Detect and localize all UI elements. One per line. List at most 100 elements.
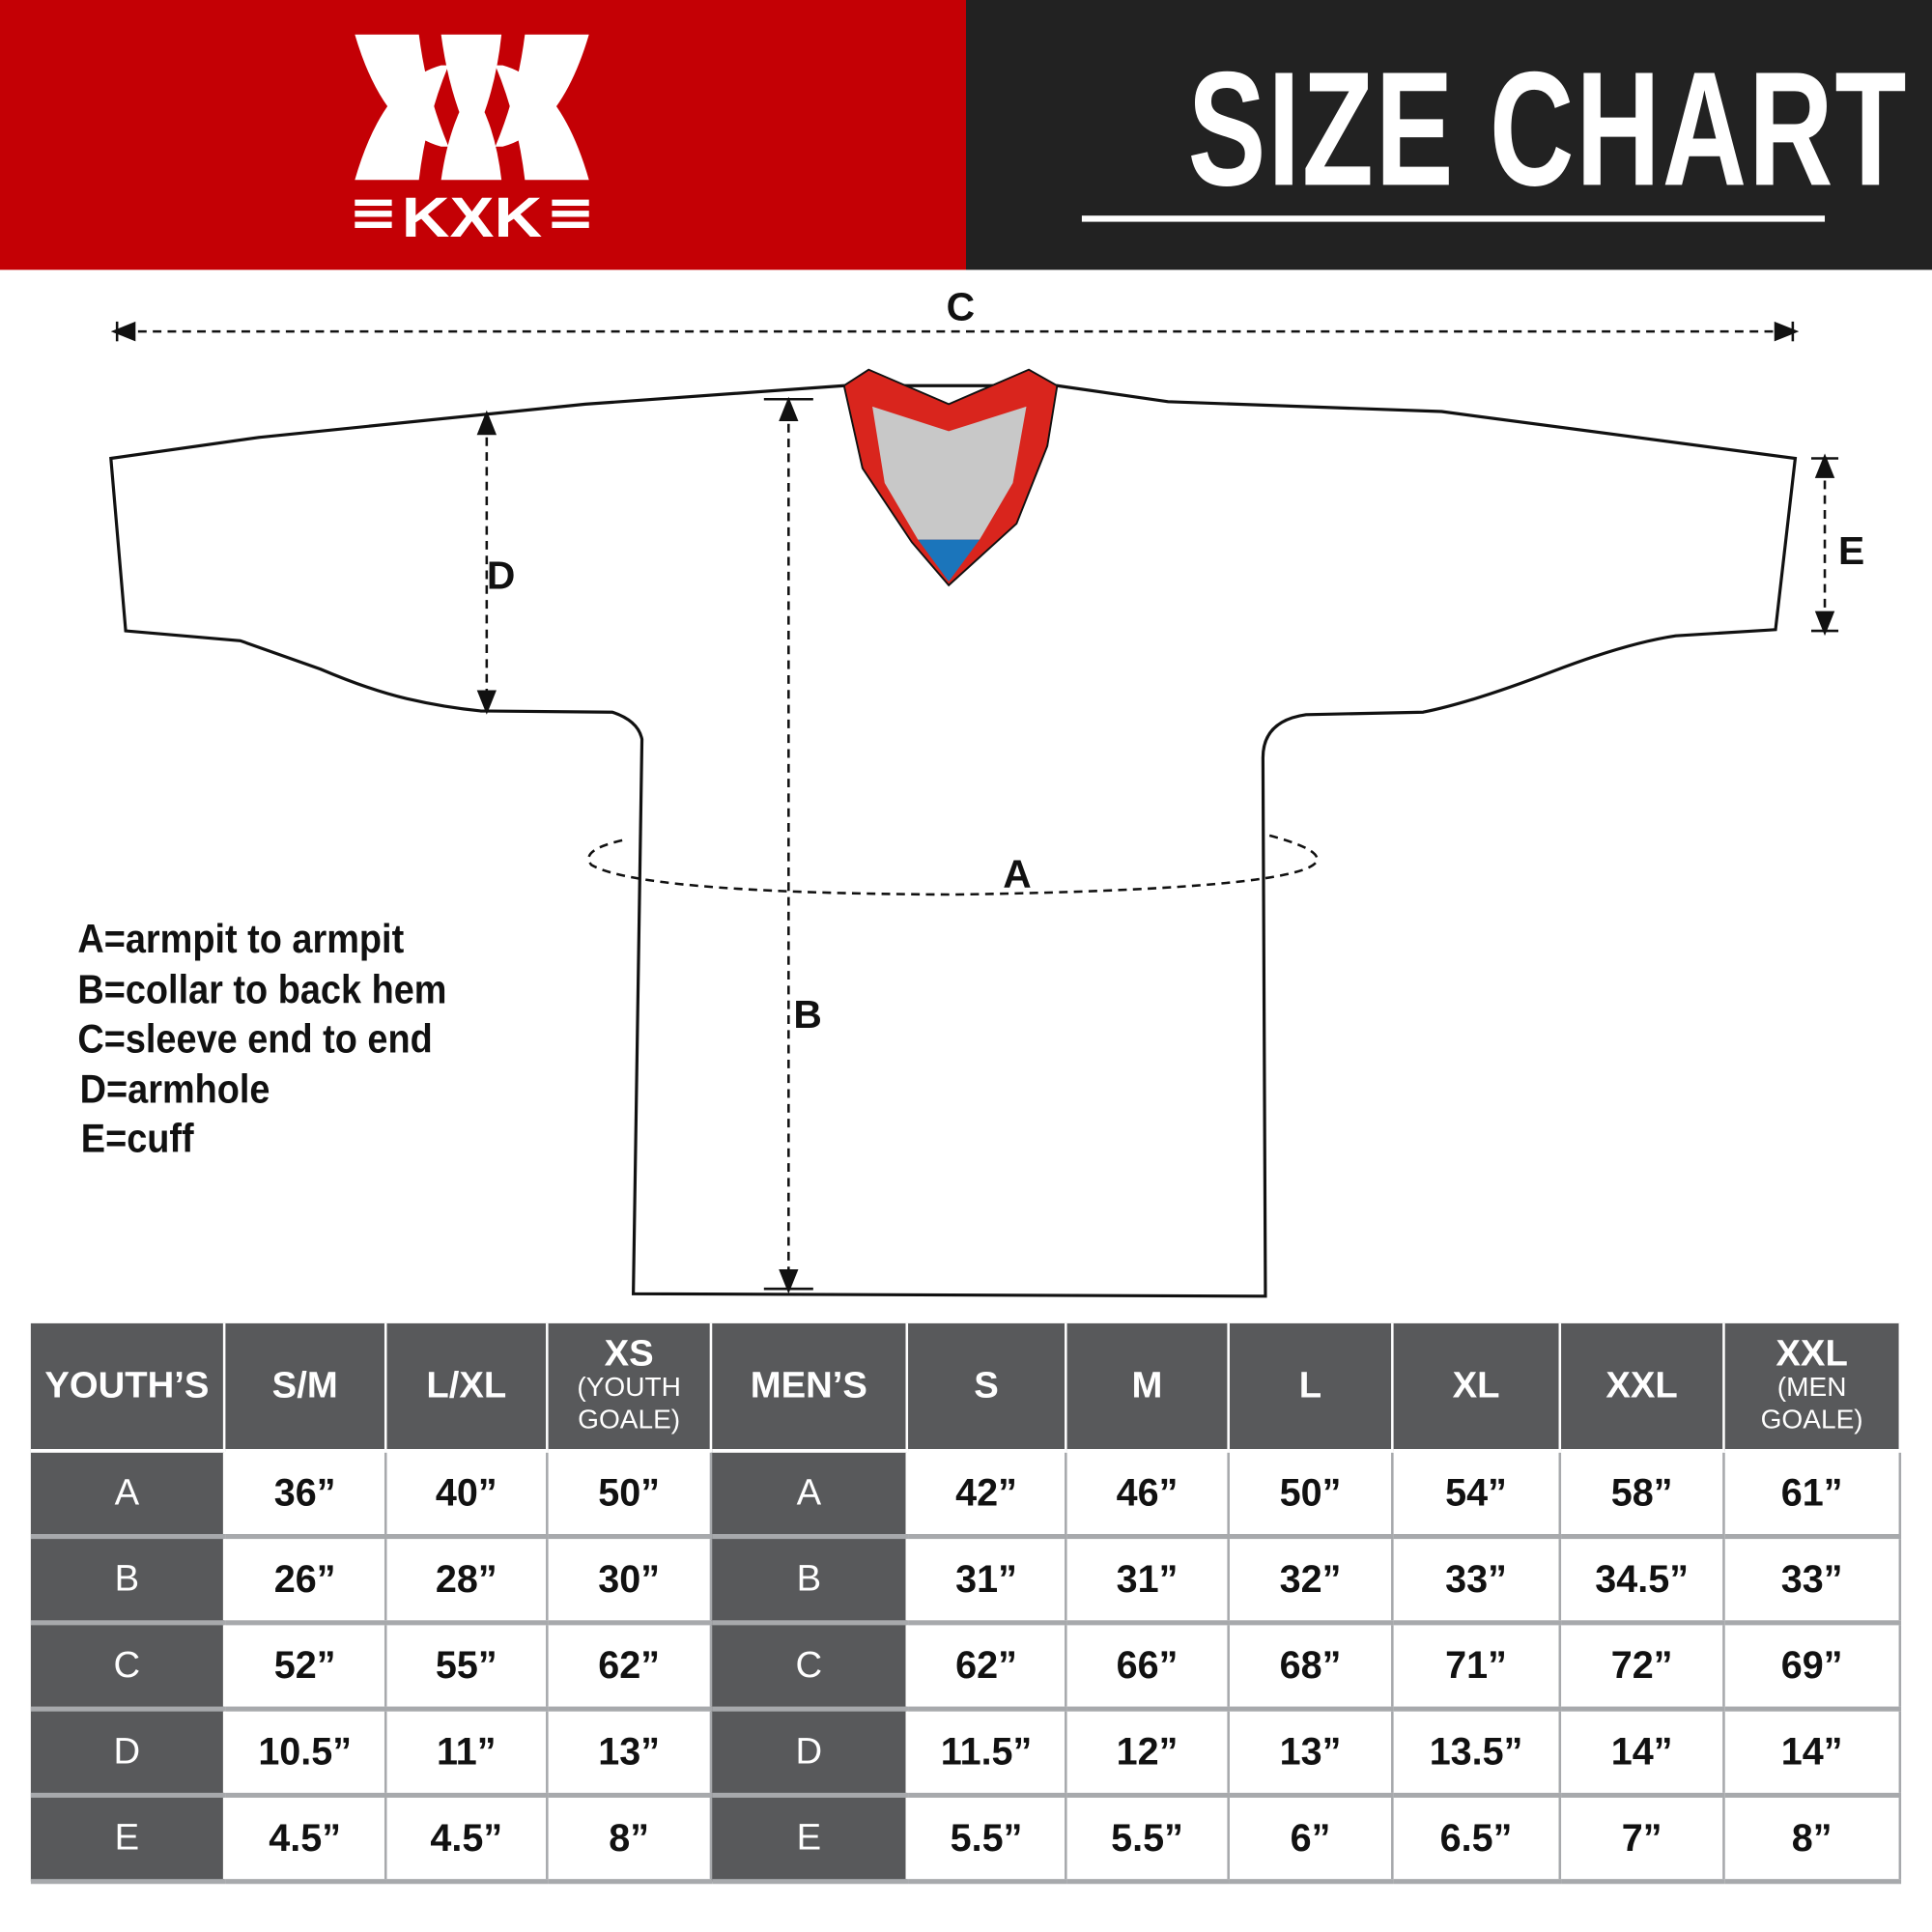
men-value-cell: 14” [1559,1709,1725,1798]
men-value-cell: 31” [906,1536,1067,1626]
column-header-sublabel: (MEN GOALE) [1760,1371,1863,1435]
youth-value-cell: 50” [547,1449,713,1540]
men-size-header: L [1228,1322,1394,1451]
youth-value-cell: 4.5” [224,1795,387,1885]
men-value-cell: 8” [1723,1795,1902,1885]
youth-value-cell: 26” [224,1536,387,1626]
youth-value-cell: 62” [547,1622,713,1712]
row-label: C [710,1622,909,1712]
men-size-header: XXL (MEN GOALE) [1723,1322,1902,1451]
men-value-cell: 5.5” [906,1795,1067,1885]
title-underline [1081,215,1826,222]
men-value-cell: 58” [1559,1449,1725,1540]
column-header-label: XL [1452,1365,1500,1406]
men-size-header: XL [1392,1322,1562,1451]
column-header-label: YOUTH’S [44,1365,210,1406]
row-label: D [710,1709,909,1798]
row-label: E [710,1795,909,1885]
men-value-cell: 68” [1228,1622,1394,1712]
men-value-cell: 34.5” [1559,1536,1725,1626]
legend-e: E=cuff [80,1115,194,1161]
column-header-label: L/XL [426,1365,507,1406]
youth-size-header: S/M [224,1322,387,1451]
men-value-cell: 13” [1228,1709,1394,1798]
column-header-label: S [974,1365,999,1406]
row-label: B [710,1536,909,1626]
youth-value-cell: 30” [547,1536,713,1626]
table-row: C 52” 55” 62” C 62” 66” 68” 71” 72” 69” [30,1622,1902,1712]
men-value-cell: 54” [1392,1449,1562,1540]
column-header-label: XXL [1605,1365,1678,1406]
men-value-cell: 7” [1559,1795,1725,1885]
label-d: D [487,554,515,598]
youth-size-header: XS (YOUTH GOALE) [547,1322,713,1451]
label-b: B [793,992,821,1037]
column-header-label: XXL [1776,1333,1848,1375]
youth-value-cell: 8” [547,1795,713,1885]
youth-value-cell: 55” [385,1622,549,1712]
jersey-diagram: C D B E A [109,285,1864,1298]
men-value-cell: 42” [906,1449,1067,1540]
men-size-header: S [906,1322,1067,1451]
men-size-header: M [1065,1322,1230,1451]
youth-value-cell: 52” [224,1622,387,1712]
row-label: A [30,1449,226,1540]
men-value-cell: 31” [1065,1536,1230,1626]
row-label: B [30,1536,226,1626]
men-value-cell: 12” [1065,1709,1230,1798]
youth-header: YOUTH’S [30,1322,226,1451]
row-label: C [30,1622,226,1712]
youth-value-cell: 4.5” [385,1795,549,1885]
label-a: A [1003,851,1031,895]
kxk-logo: KXK [355,34,589,240]
youth-value-cell: 36” [224,1449,387,1540]
legend-c: C=sleeve end to end [77,1015,433,1062]
men-value-cell: 66” [1065,1622,1230,1712]
column-header-sublabel: (YOUTH GOALE) [577,1371,681,1435]
men-value-cell: 33” [1392,1536,1562,1626]
men-value-cell: 46” [1065,1449,1230,1540]
row-label: D [30,1709,226,1798]
legend-a: A=armpit to armpit [77,915,405,961]
men-value-cell: 6.5” [1392,1795,1562,1885]
men-value-cell: 6” [1228,1795,1394,1885]
men-value-cell: 69” [1723,1622,1902,1712]
jersey-outline [109,384,1798,1298]
column-header-label: MEN’S [750,1365,867,1406]
men-value-cell: 50” [1228,1449,1394,1540]
men-value-cell: 14” [1723,1709,1902,1798]
youth-value-cell: 28” [385,1536,549,1626]
collar-tip [918,539,980,582]
table-row: A 36” 40” 50” A 42” 46” 50” 54” 58” 61” [30,1449,1902,1540]
youth-value-cell: 40” [385,1449,549,1540]
collar-inner [872,406,1027,540]
youth-value-cell: 13” [547,1709,713,1798]
table-header-row: YOUTH’S S/M L/XL XS (YOUTH GOALE) MEN’S S M L XL X… [30,1322,1902,1451]
row-label: A [710,1449,909,1540]
column-header-label: XS [604,1333,654,1375]
men-header: MEN’S [710,1322,909,1451]
table-row: E 4.5” 4.5” 8” E 5.5” 5.5” 6” 6.5” 7” 8” [30,1795,1902,1885]
title-banner [965,0,1932,270]
row-label: E [30,1795,226,1885]
brand-name: KXK [402,186,542,240]
men-value-cell: 71” [1392,1622,1562,1712]
table-row: B 26” 28” 30” B 31” 31” 32” 33” 34.5” 33” [30,1536,1902,1626]
men-value-cell: 13.5” [1392,1709,1562,1798]
column-header-label: L [1298,1365,1322,1406]
men-value-cell: 5.5” [1065,1795,1230,1885]
measurement-legend: A=armpit to armpit B=collar to back hem … [77,914,488,1163]
legend-d: D=armhole [79,1065,270,1111]
men-value-cell: 61” [1723,1449,1902,1540]
label-c: C [947,285,975,329]
men-value-cell: 62” [906,1622,1067,1712]
legend-b: B=collar to back hem [77,965,447,1011]
youth-value-cell: 10.5” [224,1709,387,1798]
dimension-a-line [587,834,1319,896]
men-value-cell: 32” [1228,1536,1394,1626]
men-size-header: XXL [1559,1322,1725,1451]
label-e: E [1838,528,1864,573]
youth-size-header: L/XL [385,1322,549,1451]
size-table: YOUTH’S S/M L/XL XS (YOUTH GOALE) MEN’S S M L XL X… [30,1322,1902,1885]
